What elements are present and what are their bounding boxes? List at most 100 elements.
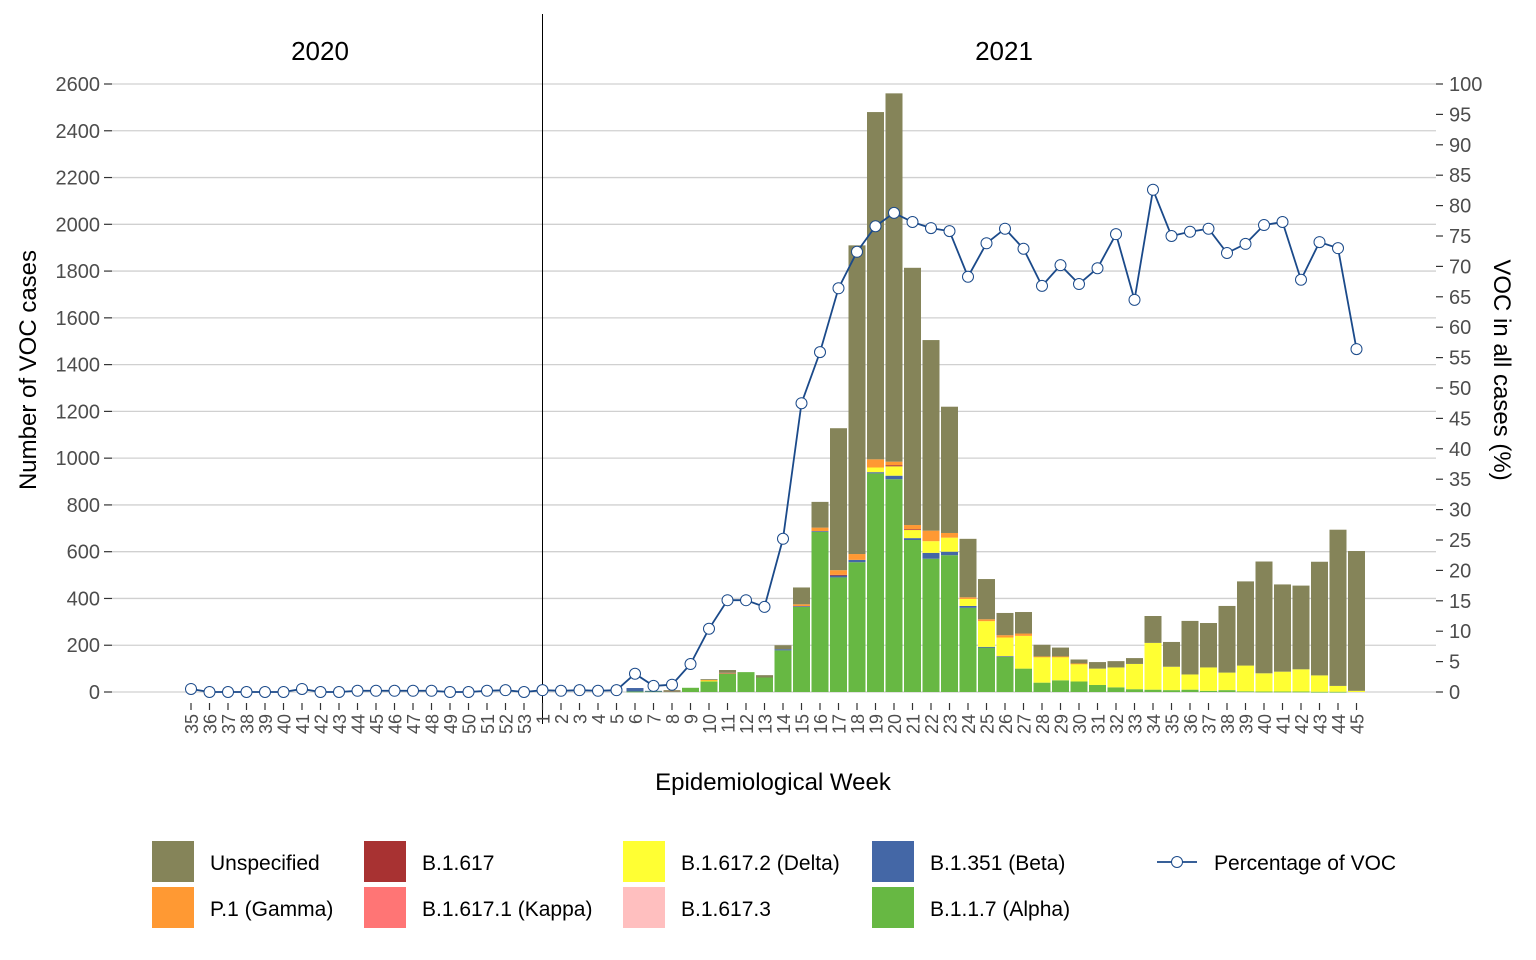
bar-segment-b-1-1-7-alpha-	[1181, 689, 1199, 692]
y2-tick-label: 75	[1449, 226, 1471, 248]
bar-segment-p-1-gamma-	[904, 525, 921, 530]
percentage-point	[962, 270, 974, 283]
percentage-point	[1258, 219, 1270, 232]
percentage-point	[647, 679, 660, 692]
y2-tick-label: 65	[1449, 287, 1471, 309]
bar-segment-unspecified	[1052, 647, 1069, 657]
bar-segment-b-1-351-beta-	[793, 606, 810, 607]
bar-segment-p-1-gamma-	[941, 532, 958, 538]
y2-tick-label: 45	[1449, 408, 1471, 430]
y2-tick-label: 0	[1449, 682, 1460, 704]
x-tick-label: 36	[1181, 714, 1201, 734]
bar-segment-unspecified	[978, 579, 995, 620]
x-tick-label: 11	[719, 714, 739, 733]
bar-segment-unspecified	[1033, 644, 1051, 657]
bar-segment-unspecified	[1274, 584, 1291, 672]
bar-segment-p-1-gamma-	[922, 530, 940, 542]
legend-b-1-617-1-kappa--label: B.1.617.1 (Kappa)	[422, 898, 592, 921]
percentage-point	[185, 682, 197, 695]
bar-segment-b-1-1-7-alpha-	[1163, 690, 1180, 692]
y2-tick-label: 10	[1449, 621, 1471, 643]
percentage-point	[240, 686, 253, 698]
y2-tick-label: 100	[1449, 74, 1482, 96]
x-tick-label: 38	[1218, 714, 1238, 734]
bar-segment-b-1-617-2-delta-	[1070, 663, 1088, 682]
bar-segment-b-1-1-7-alpha-	[1274, 691, 1291, 693]
facet-label-2020: 2020	[291, 36, 349, 66]
x-tick-label: 10	[700, 714, 720, 734]
percentage-point	[1295, 273, 1307, 286]
bar-segment-b-1-617-2-delta-	[1255, 673, 1273, 692]
x-tick-label: 1	[534, 714, 554, 724]
legend-unspecified-label: Unspecified	[210, 852, 320, 875]
bar-segment-b-1-1-7-alpha-	[682, 687, 699, 692]
x-tick-label: 17	[830, 714, 850, 734]
bar-segment-b-1-1-7-alpha-	[756, 677, 773, 692]
bar-segment-b-1-1-7-alpha-	[774, 650, 792, 692]
bar-segment-unspecified	[885, 93, 903, 462]
x-tick-label: 49	[441, 714, 461, 734]
percentage-point	[370, 684, 382, 697]
x-tick-label: 41	[1274, 714, 1294, 734]
legend-b-1-617-2-delta--swatch	[623, 841, 665, 882]
bar-segment-b-1-351-beta-	[848, 559, 866, 563]
bar-segment-b-1-1-7-alpha-	[959, 607, 977, 692]
bar-segment-b-1-1-7-alpha-	[1052, 680, 1069, 692]
x-tick-label: 40	[1255, 714, 1275, 734]
bar-segment-unspecified	[848, 245, 866, 555]
legend-percentage-of-voc-label: Percentage of VOC	[1214, 852, 1396, 875]
percentage-point	[1091, 262, 1104, 275]
bar-segment-b-1-617	[830, 574, 847, 576]
bar-segment-unspecified	[1348, 550, 1365, 691]
bar-segment-b-1-617-2-delta-	[700, 680, 718, 682]
bar-segment-b-1-351-beta-	[774, 649, 792, 651]
bar-segment-unspecified	[1070, 659, 1088, 664]
percentage-point	[203, 686, 216, 698]
x-tick-label: 46	[386, 714, 406, 734]
x-tick-label: 19	[867, 714, 887, 734]
bar-segment-b-1-1-7-alpha-	[1126, 689, 1143, 692]
bar-segment-unspecified	[1200, 623, 1217, 668]
bar-segment-b-1-617-2-delta-	[1163, 666, 1180, 691]
x-tick-label: 4	[589, 714, 609, 724]
percentage-point	[925, 222, 937, 235]
legend-b-1-617-3-swatch	[623, 887, 665, 928]
x-tick-label: 26	[996, 714, 1016, 734]
bar-segment-b-1-617-2-delta-	[922, 541, 940, 553]
percentage-point	[555, 684, 567, 697]
bar-segment-b-1-351-beta-	[959, 605, 977, 608]
bar-segment-b-1-351-beta-	[996, 656, 1014, 658]
percentage-point	[351, 684, 364, 697]
x-tick-label: 37	[1200, 714, 1220, 734]
percentage-point	[1017, 242, 1030, 255]
legend-b-1-351-beta--label: B.1.351 (Beta)	[930, 852, 1065, 875]
y-tick-label: 1600	[56, 308, 101, 330]
x-axis-title: Epidemiological Week	[655, 769, 892, 796]
bar-segment-unspecified	[719, 670, 736, 673]
bar-segment-b-1-617	[885, 465, 903, 467]
bar-segment-unspecified	[811, 501, 829, 528]
bar-segment-unspecified	[1015, 612, 1032, 634]
x-tick-label: 35	[1163, 714, 1183, 734]
bar-segment-b-1-1-7-alpha-	[737, 672, 755, 692]
y2-tick-label: 20	[1449, 560, 1471, 582]
x-tick-label: 33	[1126, 714, 1146, 734]
bar-segment-p-1-gamma-	[811, 527, 829, 532]
legend-p-1-gamma--swatch	[152, 887, 194, 928]
percentage-point	[610, 684, 623, 697]
bar-segment-b-1-1-7-alpha-	[867, 473, 884, 692]
bar-segment-b-1-1-7-alpha-	[1200, 690, 1217, 692]
bar-segment-p-1-gamma-	[1033, 656, 1051, 658]
x-tick-label: 34	[1144, 714, 1164, 734]
y-tick-label: 2000	[56, 214, 101, 236]
bar-segment-unspecified	[959, 538, 977, 598]
bar-segment-b-1-617-2-delta-	[959, 598, 977, 606]
bar-segment-unspecified	[1107, 661, 1125, 668]
bar-segment-b-1-617-2-delta-	[904, 529, 921, 539]
x-tick-label: 44	[349, 714, 369, 734]
x-tick-label: 31	[1089, 714, 1109, 734]
facet-label-2021: 2021	[975, 36, 1033, 66]
y2-tick-label: 90	[1449, 135, 1471, 157]
bar-segment-b-1-1-7-alpha-	[904, 540, 921, 692]
bar-segment-unspecified	[700, 679, 718, 680]
